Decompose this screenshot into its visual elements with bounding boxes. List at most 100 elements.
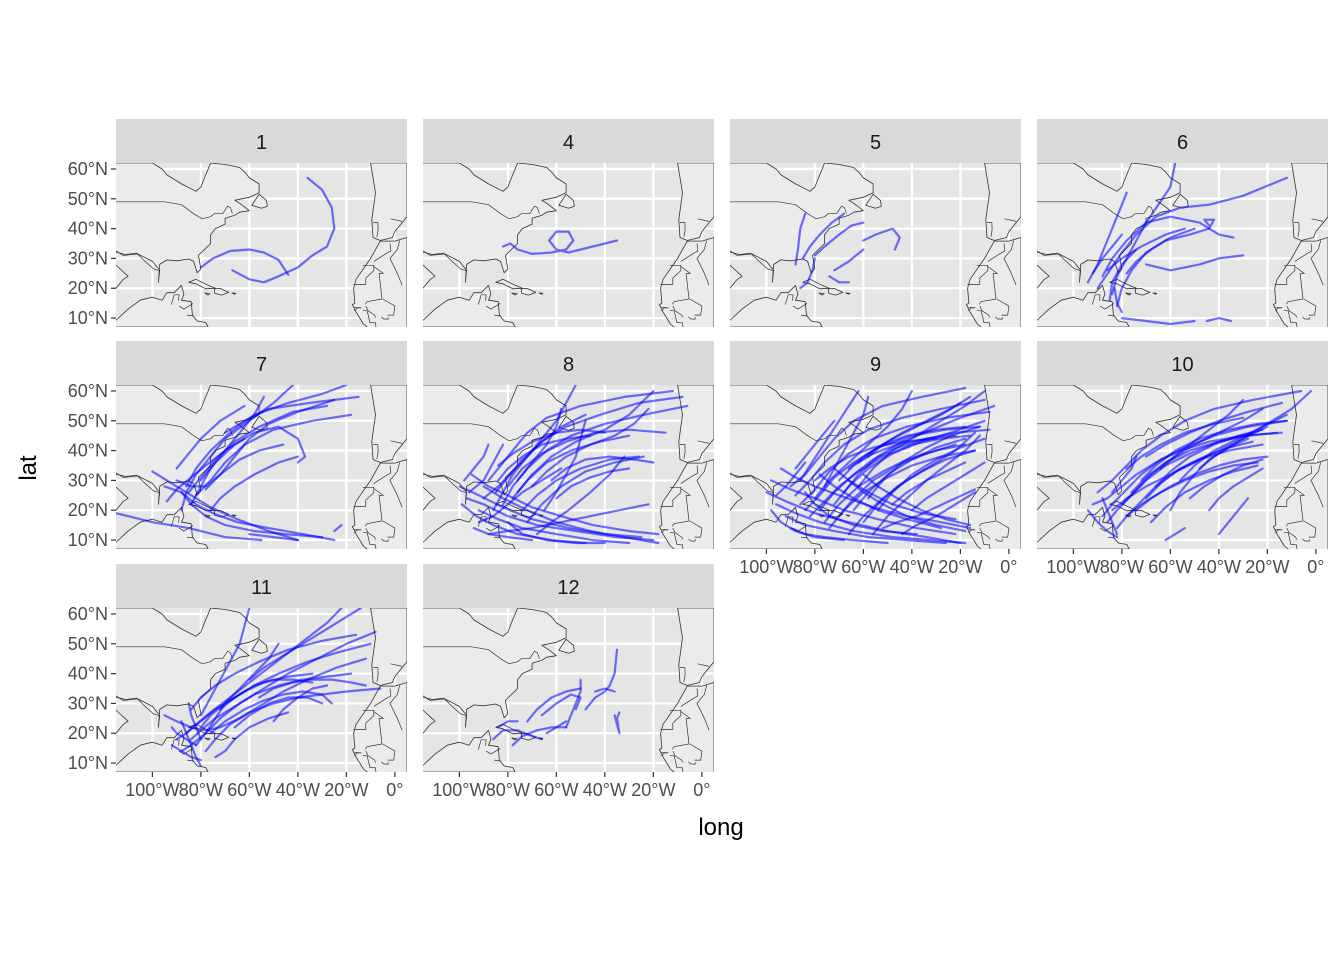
panel-content: [1037, 385, 1328, 549]
x-tick-label: 20°W: [324, 780, 368, 800]
country-border: [170, 294, 180, 305]
country-border: [381, 316, 389, 320]
storm-track: [1159, 407, 1264, 470]
country-border: [116, 696, 160, 716]
land-polygon: [677, 385, 714, 463]
country-border: [995, 538, 1003, 542]
country-border: [485, 748, 501, 755]
storm-track: [477, 467, 563, 524]
country-border: [365, 711, 385, 750]
country-border: [373, 243, 392, 262]
storm-track: [852, 437, 967, 512]
land-polygon: [984, 385, 1021, 463]
country-border: [382, 298, 396, 316]
country-border: [178, 525, 194, 532]
storm-track: [258, 678, 367, 699]
country-border: [1310, 240, 1324, 286]
land-polygon: [423, 506, 516, 549]
land-polygon: [730, 506, 823, 549]
storm-track: [472, 527, 534, 542]
land-polygon: [231, 514, 237, 517]
storm-track: [501, 230, 619, 255]
country-border: [996, 298, 1010, 316]
land-polygon: [659, 237, 714, 327]
country-border: [730, 423, 847, 442]
country-border: [381, 538, 389, 542]
country-border: [477, 739, 487, 750]
storm-track: [794, 212, 807, 266]
land-polygon: [1037, 486, 1050, 511]
land-polygon: [1134, 510, 1151, 518]
land-polygon: [1037, 506, 1130, 549]
land-polygon: [116, 163, 260, 283]
land-polygon: [1152, 292, 1158, 295]
storm-track: [565, 678, 582, 729]
land-polygon: [116, 284, 209, 327]
y-tick-label: 20°N: [68, 278, 108, 298]
facet-strip-label: 10: [1171, 354, 1193, 376]
x-tick-label: 100°W: [125, 780, 179, 800]
country-border: [494, 536, 501, 539]
panel-content: [730, 163, 1021, 327]
country-border: [187, 759, 194, 762]
country-border: [697, 663, 710, 667]
land-polygon: [1291, 163, 1328, 241]
country-border: [1294, 465, 1313, 484]
storm-track: [185, 608, 343, 735]
storm-track: [482, 413, 587, 500]
country-border: [1283, 531, 1298, 549]
country-border: [1294, 222, 1300, 237]
panel-content: [730, 385, 1021, 549]
storm-track: [799, 257, 816, 290]
country-border: [1294, 243, 1313, 262]
country-border: [669, 531, 684, 549]
country-border: [1310, 462, 1324, 508]
storm-track: [1101, 215, 1235, 278]
land-polygon: [231, 292, 237, 295]
storm-track: [175, 404, 246, 470]
country-border: [187, 314, 194, 317]
facet-panel-1: 1 10°N 20°N 30°N 40°N 50°N 60°N: [68, 119, 407, 328]
country-border: [354, 751, 362, 757]
country-border: [979, 488, 999, 527]
country-border: [967, 486, 989, 507]
country-border: [373, 444, 379, 459]
country-border: [976, 531, 991, 549]
country-border: [423, 423, 540, 442]
land-polygon: [423, 284, 516, 327]
country-border: [697, 218, 710, 222]
facet-strip: [1037, 341, 1328, 385]
land-polygon: [495, 278, 523, 290]
country-border: [1286, 527, 1298, 540]
y-tick-label: 40°N: [68, 664, 108, 684]
country-border: [116, 201, 233, 220]
country-border: [968, 528, 976, 534]
country-border: [1286, 266, 1306, 305]
storm-track: [833, 467, 957, 521]
storm-track: [1164, 527, 1186, 542]
country-border: [353, 709, 375, 730]
country-border: [680, 465, 699, 484]
country-border: [477, 294, 487, 305]
facet-strip-label: 6: [1177, 132, 1188, 154]
x-tick-label: 40°W: [583, 780, 627, 800]
storm-track: [1091, 233, 1123, 275]
facet-strip-label: 11: [251, 577, 272, 599]
land-polygon: [352, 459, 407, 549]
storm-track: [804, 491, 918, 536]
storm-track: [867, 425, 981, 500]
storm-track: [116, 512, 263, 542]
country-border: [354, 306, 362, 312]
country-border: [1311, 440, 1324, 444]
country-border: [660, 709, 682, 730]
x-tick-label: 60°W: [227, 780, 271, 800]
country-border: [485, 303, 501, 310]
storm-track: [1106, 227, 1186, 272]
storm-track: [1217, 497, 1250, 536]
storm-track: [463, 443, 490, 482]
storm-track: [775, 461, 807, 497]
country-border: [494, 759, 501, 762]
land-polygon: [423, 608, 567, 728]
facet-strip: [116, 564, 407, 608]
country-border: [801, 536, 808, 539]
